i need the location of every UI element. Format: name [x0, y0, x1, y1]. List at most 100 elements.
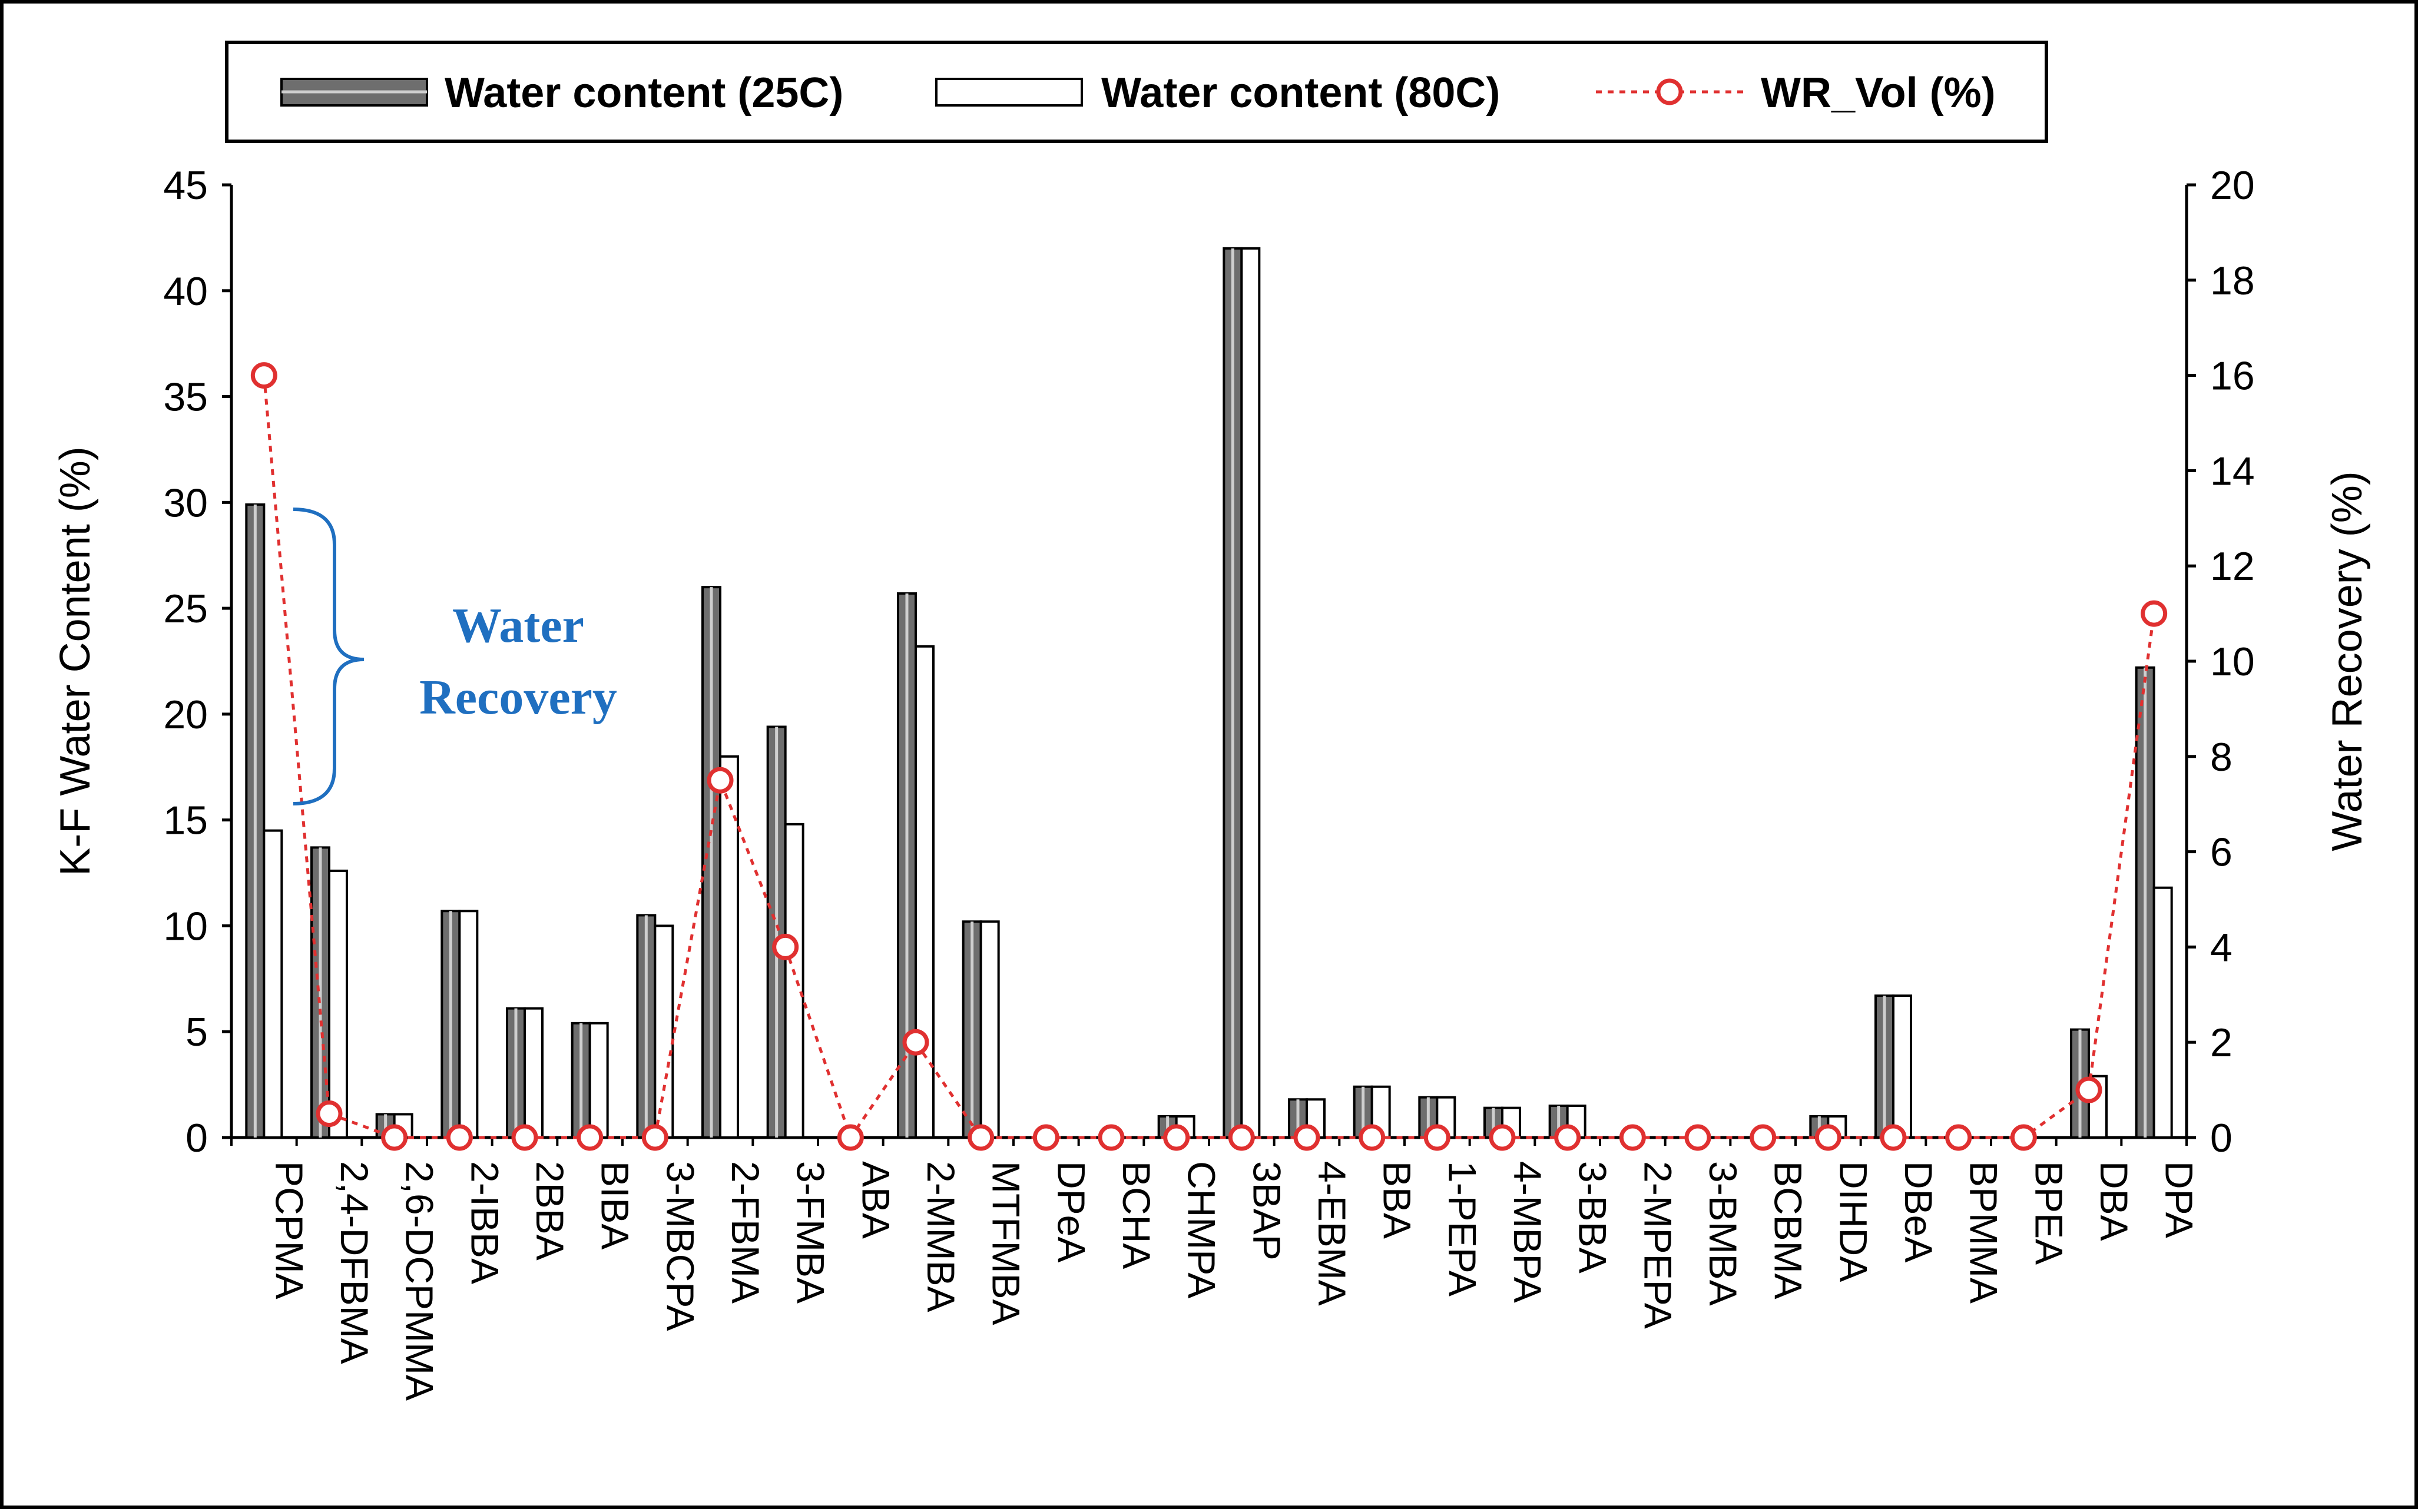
x-tick-label: DPA — [2158, 1161, 2201, 1238]
x-tick-label: 2-IBBA — [463, 1161, 506, 1284]
wr-point — [316, 1100, 343, 1128]
x-tick-label: 3-BBA — [1571, 1161, 1615, 1274]
x-tick-label: 2-MPEPA — [1636, 1161, 1680, 1329]
right-tick-label: 0 — [2210, 1116, 2232, 1160]
left-tick-label: 10 — [163, 904, 208, 949]
annotation-brace — [293, 508, 365, 805]
annotation-text-line1: Water — [452, 598, 584, 653]
x-tick-label: 3BAP — [1245, 1161, 1289, 1261]
left-tick-label: 15 — [163, 798, 208, 843]
right-tick-label: 12 — [2210, 544, 2255, 589]
wr-point — [1423, 1124, 1450, 1151]
bar-80c — [979, 920, 1000, 1139]
bar-80c — [784, 823, 804, 1139]
wr-point — [2010, 1124, 2037, 1151]
x-tick-label: PCPMA — [267, 1161, 311, 1299]
x-tick-label: BIBA — [594, 1161, 637, 1249]
x-tick-label: DIHDA — [1831, 1161, 1875, 1282]
x-tick-label: 2-MMBA — [919, 1161, 963, 1312]
bar-80c — [2152, 886, 2173, 1139]
bar-80c — [1240, 247, 1261, 1139]
wr-point — [1554, 1124, 1581, 1151]
bar-80c — [328, 869, 348, 1139]
wr-point — [1293, 1124, 1320, 1151]
x-tick-label: DBeA — [1897, 1161, 1940, 1262]
x-tick-label: 2BBA — [528, 1161, 572, 1261]
wr-point — [968, 1124, 995, 1151]
x-tick-label: 2-FBMA — [724, 1161, 767, 1304]
x-tick-label: MTFMBA — [985, 1161, 1028, 1325]
x-tick-label: BCBMA — [1767, 1161, 1810, 1299]
right-tick-label: 14 — [2210, 449, 2255, 493]
left-tick-label: 20 — [163, 692, 208, 737]
x-tick-label: 2,6-DCPMMA — [398, 1161, 442, 1401]
wr-point — [446, 1124, 473, 1151]
left-tick-label: 5 — [186, 1010, 208, 1055]
right-tick-label: 16 — [2210, 354, 2255, 399]
wr-point — [707, 767, 734, 794]
x-tick-label: BBA — [1376, 1161, 1419, 1239]
right-tick-label: 2 — [2210, 1020, 2232, 1065]
wr-series-line — [262, 375, 2156, 1141]
right-tick-label: 20 — [2210, 163, 2255, 208]
x-tick-label: BCHA — [1115, 1161, 1158, 1269]
wr-point — [381, 1124, 408, 1151]
right-tick-label: 8 — [2210, 735, 2232, 780]
legend-label-80c: Water content (80C) — [1101, 69, 1500, 117]
wr-point — [577, 1124, 604, 1151]
right-tick-label: 4 — [2210, 925, 2232, 970]
bar-80c — [458, 910, 479, 1139]
right-tick-label: 18 — [2210, 258, 2255, 303]
wr-point — [1945, 1124, 1972, 1151]
wr-point — [902, 1029, 929, 1056]
wr-point — [1098, 1124, 1125, 1151]
x-tick-label: 2,4-DFBMA — [333, 1161, 376, 1364]
right-tick-label: 10 — [2210, 639, 2255, 684]
wr-point — [2141, 600, 2168, 627]
right-tick-label: 6 — [2210, 830, 2232, 875]
x-tick-label: 3-MBCPA — [658, 1161, 702, 1331]
x-tick-label: 4-MBPA — [1506, 1161, 1549, 1303]
legend-swatch-80c — [935, 78, 1083, 107]
bar-80c — [1892, 994, 1912, 1139]
wr-point — [1750, 1124, 1777, 1151]
wr-point — [250, 362, 277, 389]
wr-point — [1489, 1124, 1516, 1151]
left-tick-label: 0 — [186, 1116, 208, 1160]
bar-80c — [263, 829, 283, 1139]
left-tick-label: 40 — [163, 269, 208, 314]
wr-point — [1684, 1124, 1711, 1151]
bar-80c — [654, 924, 674, 1139]
wr-point — [1814, 1124, 1841, 1151]
x-tick-label: BPEA — [2027, 1161, 2071, 1265]
x-tick-label: DBA — [2092, 1161, 2136, 1241]
bar-80c — [588, 1022, 609, 1139]
wr-point — [641, 1124, 668, 1151]
x-tick-label: DPeA — [1049, 1161, 1093, 1262]
legend-marker-wr — [1656, 78, 1683, 105]
left-tick-label: 45 — [163, 163, 208, 208]
wr-point — [1880, 1124, 1907, 1151]
x-tick-label: 1-PEPA — [1440, 1161, 1484, 1297]
left-tick-label: 25 — [163, 586, 208, 631]
wr-point — [1359, 1124, 1386, 1151]
x-tick-label: BPMMA — [1962, 1161, 2006, 1304]
x-tick-label: 4-EBMA — [1310, 1161, 1354, 1306]
wr-point — [1032, 1124, 1059, 1151]
legend-label-wr: WR_Vol (%) — [1761, 69, 1996, 117]
y-axis-title: K-F Water Content (%) — [52, 446, 99, 876]
wr-point — [1163, 1124, 1190, 1151]
wr-point — [772, 933, 799, 960]
wr-point — [1619, 1124, 1646, 1151]
annotation-text-line2: Recovery — [419, 670, 617, 725]
wr-point — [2075, 1076, 2102, 1103]
left-tick-label: 35 — [163, 375, 208, 420]
wr-point — [1228, 1124, 1255, 1151]
wr-point — [837, 1124, 864, 1151]
x-tick-label: ABA — [854, 1161, 897, 1239]
x-tick-label: 3-FMBA — [789, 1161, 833, 1304]
x-tick-label: 3-BMBA — [1701, 1161, 1745, 1306]
